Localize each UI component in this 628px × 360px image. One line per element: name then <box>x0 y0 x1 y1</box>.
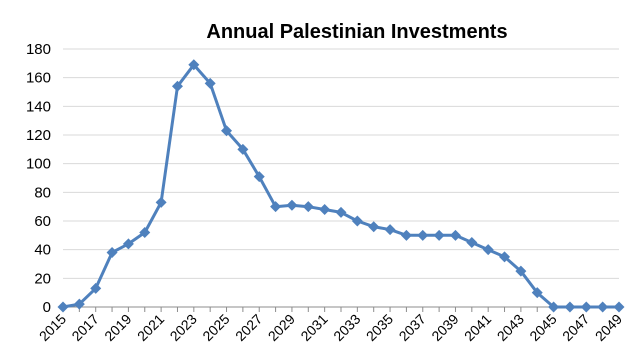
data-point-marker <box>319 204 331 216</box>
x-tick-label: 2037 <box>396 311 429 344</box>
data-point-marker <box>368 221 380 233</box>
chart-title: Annual Palestinian Investments <box>206 21 507 43</box>
y-tick-label: 80 <box>34 184 51 201</box>
y-tick-label: 160 <box>26 70 51 87</box>
data-point-marker <box>400 229 412 241</box>
x-tick-label: 2019 <box>101 311 134 344</box>
data-point-marker <box>73 298 85 310</box>
data-point-marker <box>122 238 134 250</box>
data-point-marker <box>548 301 560 313</box>
data-point-marker <box>499 251 511 263</box>
data-point-marker <box>253 171 265 183</box>
series-line-0 <box>62 63 619 309</box>
x-tick-label: 2017 <box>68 311 101 344</box>
x-tick-label: 2033 <box>330 311 363 344</box>
x-tick-label: 2041 <box>461 311 494 344</box>
data-point-marker <box>580 301 592 313</box>
data-point-marker <box>613 301 625 313</box>
data-point-marker <box>351 215 363 227</box>
data-point-marker <box>564 301 576 313</box>
data-point-marker <box>449 229 461 241</box>
x-tick-label: 2035 <box>363 311 396 344</box>
x-axis-tick-labels: 2015 2017 2019 2021 2023 2025 2027 2029 2031 2033… <box>36 311 625 344</box>
y-tick-label: 100 <box>26 156 51 173</box>
x-tick-label: 2039 <box>428 311 461 344</box>
data-point-marker <box>188 59 200 71</box>
x-tick-label: 2015 <box>36 311 69 344</box>
data-point-marker <box>417 229 429 241</box>
data-point-marker <box>237 143 249 155</box>
data-point-marker <box>482 244 494 256</box>
data-point-marker <box>139 226 151 238</box>
x-tick-label: 2043 <box>494 311 527 344</box>
data-point-marker <box>204 77 216 89</box>
data-point-marker <box>57 301 69 313</box>
x-tick-label: 2025 <box>199 311 232 344</box>
data-point-marker <box>302 201 314 213</box>
x-tick-label: 2023 <box>167 311 200 344</box>
y-tick-label: 60 <box>34 213 51 230</box>
x-tick-label: 2027 <box>232 311 265 344</box>
data-point-marker <box>270 201 282 213</box>
y-tick-label: 180 <box>26 41 51 58</box>
marker-layer <box>57 59 625 313</box>
y-axis-tick-labels: 0 20 40 60 80 100 120 140 160 180 <box>26 41 51 316</box>
data-point-marker <box>106 247 118 259</box>
y-tick-label: 40 <box>34 242 51 259</box>
data-point-marker <box>90 282 102 294</box>
series-layer <box>62 63 619 309</box>
data-point-marker <box>466 237 478 248</box>
data-point-marker <box>335 206 347 218</box>
x-tick-label: 2049 <box>592 311 625 344</box>
data-point-marker <box>155 196 167 208</box>
data-point-marker <box>597 301 609 313</box>
data-point-marker <box>531 287 543 299</box>
x-tick-label: 2047 <box>559 311 592 344</box>
x-tick-label: 2029 <box>265 311 298 344</box>
y-tick-label: 20 <box>34 270 51 287</box>
x-tick-label: 2045 <box>526 311 559 344</box>
x-tick-label: 2031 <box>297 311 330 344</box>
data-point-marker <box>286 199 298 211</box>
y-tick-label: 0 <box>43 299 51 316</box>
gridlines <box>63 48 619 279</box>
data-point-marker <box>433 229 445 241</box>
y-tick-label: 120 <box>26 127 51 144</box>
data-point-marker <box>221 125 233 137</box>
data-point-marker <box>515 265 527 277</box>
axes <box>62 306 620 312</box>
data-point-marker <box>171 80 183 92</box>
x-tick-label: 2021 <box>134 311 167 344</box>
data-point-marker <box>384 224 396 236</box>
y-tick-label: 140 <box>26 98 51 115</box>
